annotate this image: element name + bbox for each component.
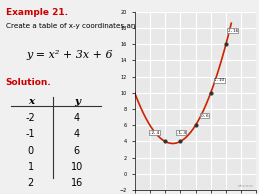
Text: 4: 4 bbox=[74, 113, 80, 123]
Text: 0: 0 bbox=[28, 146, 34, 156]
Text: y = x² + 3x + 6: y = x² + 3x + 6 bbox=[27, 50, 113, 61]
Text: 0, 6: 0, 6 bbox=[201, 114, 208, 118]
Text: Example 21.: Example 21. bbox=[6, 8, 68, 17]
Text: -1: -1 bbox=[26, 129, 35, 139]
Text: 2, 16: 2, 16 bbox=[228, 29, 238, 33]
Text: -1, 4: -1, 4 bbox=[177, 131, 186, 135]
Text: -2: -2 bbox=[26, 113, 36, 123]
Text: desmos: desmos bbox=[238, 184, 254, 188]
Text: 2: 2 bbox=[28, 178, 34, 189]
Text: 6: 6 bbox=[74, 146, 80, 156]
Text: 16: 16 bbox=[71, 178, 83, 189]
Text: -2, 4: -2, 4 bbox=[150, 131, 159, 135]
Text: Solution.: Solution. bbox=[6, 78, 51, 87]
Text: 1, 10: 1, 10 bbox=[214, 78, 224, 82]
Text: 10: 10 bbox=[71, 162, 83, 172]
Text: y: y bbox=[74, 97, 80, 106]
Text: x: x bbox=[28, 97, 34, 106]
Text: 1: 1 bbox=[28, 162, 34, 172]
Text: Create a table of x-y coordinates and graph the function.: Create a table of x-y coordinates and gr… bbox=[6, 23, 211, 29]
Text: 4: 4 bbox=[74, 129, 80, 139]
